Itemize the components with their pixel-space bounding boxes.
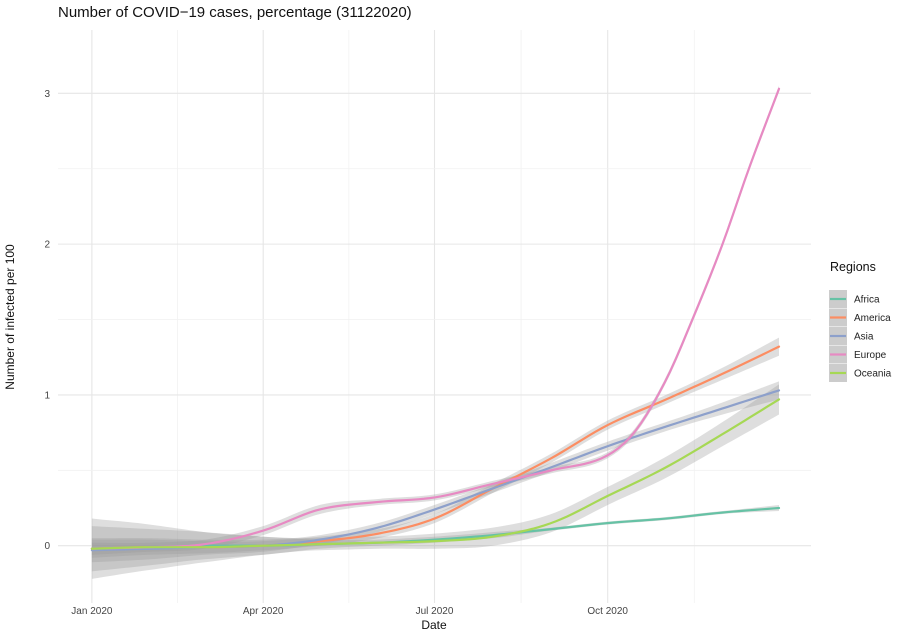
series-line-europe xyxy=(90,87,781,550)
confidence-band-america xyxy=(91,337,779,558)
x-axis-title: Date xyxy=(421,618,447,632)
confidence-band-oceania xyxy=(91,384,779,579)
y-tick-label: 0 xyxy=(44,541,50,552)
x-tick-label: Apr 2020 xyxy=(243,606,284,617)
legend-label-africa: Africa xyxy=(854,295,880,306)
confidence-band-asia xyxy=(91,381,779,563)
legend-label-europe: Europe xyxy=(854,350,887,361)
legend-label-oceania: Oceania xyxy=(854,369,892,380)
confidence-bands xyxy=(91,85,779,579)
chart-title: Number of COVID−19 cases, percentage (31… xyxy=(58,4,412,21)
x-tick-label: Oct 2020 xyxy=(587,606,628,617)
legend-title: Regions xyxy=(830,260,876,274)
grid-lines xyxy=(58,30,811,603)
series-lines xyxy=(90,87,781,552)
y-tick-label: 3 xyxy=(44,89,50,100)
y-tick-label: 2 xyxy=(44,240,50,251)
series-line-oceania xyxy=(90,398,781,550)
y-tick-label: 1 xyxy=(44,390,50,401)
confidence-band-europe xyxy=(91,85,779,555)
series-line-africa xyxy=(90,506,781,550)
y-axis-title: Number of infected per 100 xyxy=(3,244,17,390)
tick-labels: Jan 2020 Apr 2020 Jul 2020 Oct 2020 0 1 2 3 xyxy=(44,89,628,617)
legend: Regions Africa America Asia Europe Oceania xyxy=(829,260,892,382)
x-tick-label: Jul 2020 xyxy=(416,606,454,617)
legend-label-asia: Asia xyxy=(854,332,874,343)
x-tick-label: Jan 2020 xyxy=(71,606,113,617)
confidence-band-africa xyxy=(91,504,779,572)
legend-label-america: America xyxy=(854,313,891,324)
